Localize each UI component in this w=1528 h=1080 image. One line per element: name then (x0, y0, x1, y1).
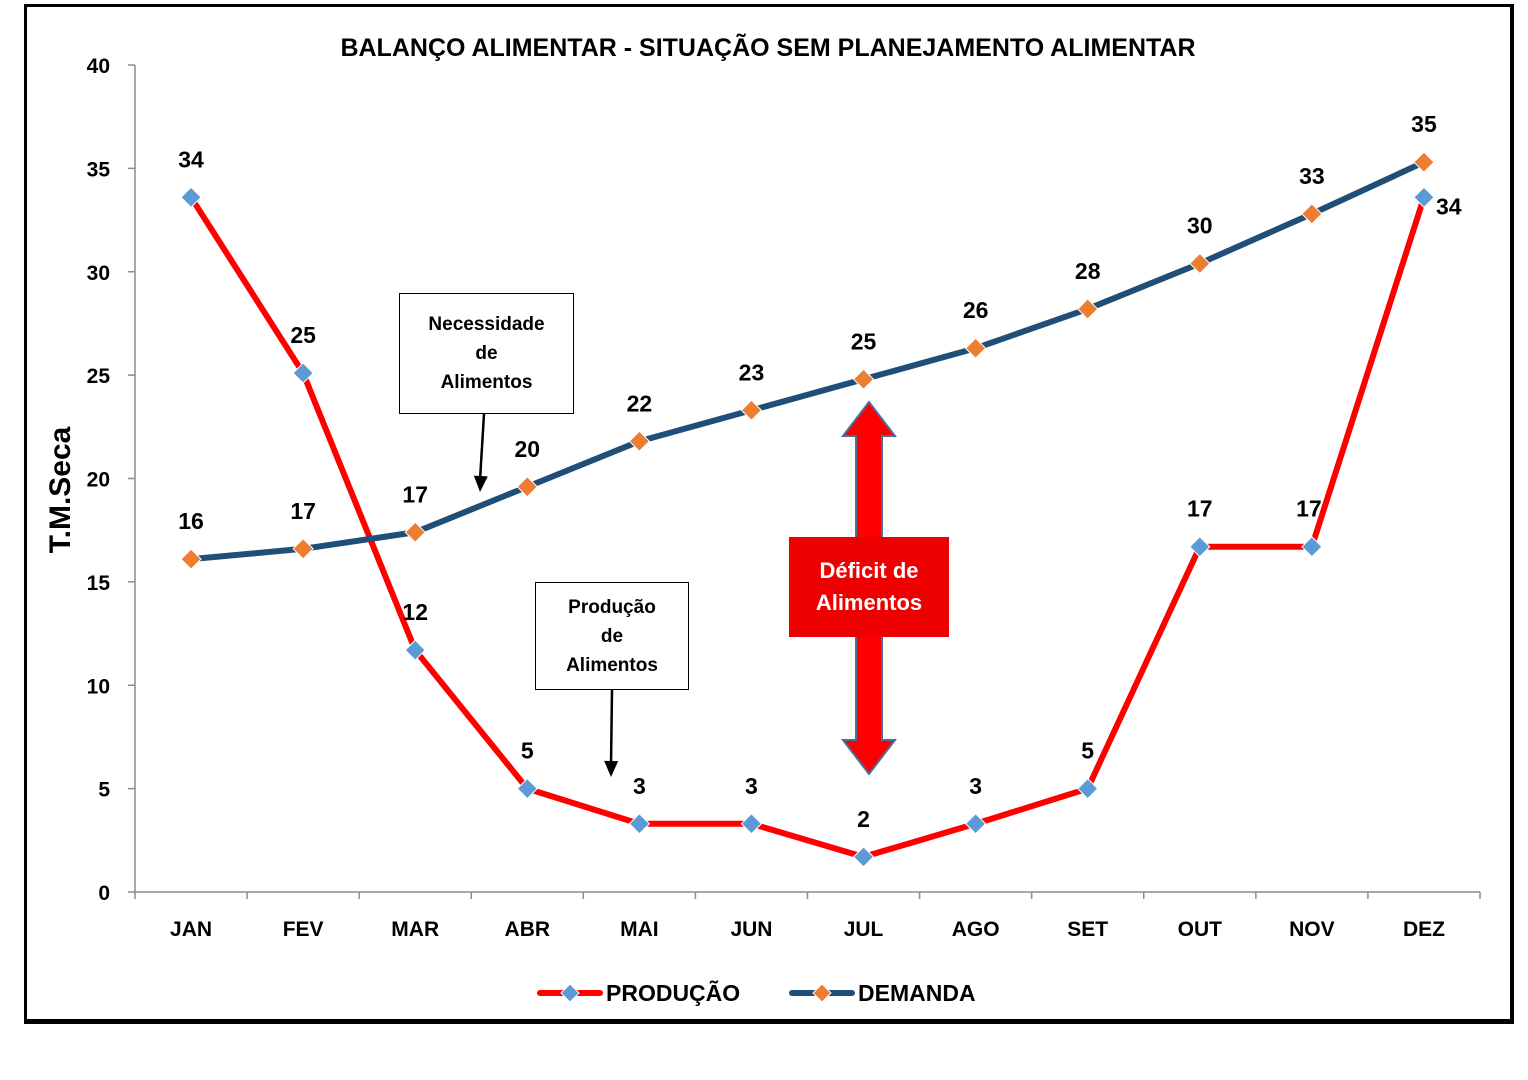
data-point-producao (964, 813, 987, 835)
data-label-producao: 3 (745, 773, 758, 799)
data-label-producao: 12 (402, 599, 428, 625)
y-tick-label: 30 (87, 262, 110, 285)
demand-note-line-3: Alimentos (440, 372, 533, 393)
y-tick-label: 25 (87, 365, 111, 388)
demand-note-line-1: Necessidade (428, 314, 545, 335)
y-tick-label: 0 (98, 882, 110, 905)
data-label-producao: 17 (1296, 496, 1322, 522)
production-note-arrow-shaft (609, 689, 614, 766)
data-label-demanda: 17 (290, 498, 316, 524)
data-point-producao (404, 639, 426, 661)
series-line-producao (188, 194, 1427, 860)
legend-marker-demanda (812, 983, 832, 1003)
data-point-demanda (628, 430, 651, 452)
production-note-line-2: de (600, 625, 624, 647)
data-label-demanda: 26 (963, 297, 989, 323)
data-label-producao: 5 (521, 738, 534, 764)
legend-label-producao: PRODUÇÃO (606, 979, 740, 1006)
series-layer (180, 151, 1435, 868)
data-point-producao (1189, 536, 1211, 558)
data-point-producao (1413, 186, 1435, 209)
data-point-producao (516, 777, 538, 800)
y-tick-label: 5 (98, 779, 110, 802)
data-point-demanda (180, 548, 202, 570)
data-label-demanda: 22 (627, 390, 653, 416)
legend-marker-producao (560, 983, 580, 1003)
data-point-producao (292, 362, 314, 384)
data-point-producao (1301, 536, 1323, 558)
y-axis-label: T.M.Seca (44, 426, 77, 553)
demand-note: Necessidade de Alimentos (399, 293, 574, 414)
data-label-demanda: 28 (1075, 258, 1101, 284)
data-label-producao: 34 (1436, 193, 1462, 219)
data-point-producao (628, 813, 651, 835)
x-tick-label: OUT (1178, 918, 1223, 941)
data-label-producao: 2 (857, 806, 870, 832)
series-line-demanda (188, 159, 1427, 563)
demand-note-line-2: de (475, 343, 498, 364)
data-point-demanda (852, 368, 875, 390)
data-label-demanda: 25 (851, 328, 877, 354)
note-arrows (473, 413, 619, 777)
x-tick-label: NOV (1289, 918, 1335, 941)
production-note: Produção de Alimentos (535, 582, 689, 690)
data-point-demanda (1189, 252, 1211, 275)
deficit-line-1: Déficit de (819, 558, 919, 583)
data-label-demanda: 33 (1299, 163, 1325, 189)
data-label-producao: 3 (969, 773, 982, 799)
data-label-demanda: 30 (1187, 212, 1213, 238)
deficit-line-2: Alimentos (815, 590, 923, 615)
data-label-demanda: 17 (402, 481, 428, 507)
data-point-demanda (404, 521, 426, 543)
y-tick-label: 15 (87, 572, 111, 595)
chart-title: BALANÇO ALIMENTAR - SITUAÇÃO SEM PLANEJA… (340, 32, 1195, 62)
demand-note-arrow-head (473, 475, 488, 492)
data-point-producao (852, 846, 875, 868)
data-label-producao: 25 (290, 322, 316, 348)
x-tick-label: SET (1067, 918, 1108, 941)
legend: PRODUÇÃO DEMANDA (537, 979, 976, 1006)
data-point-demanda (516, 476, 538, 498)
y-tick-label: 20 (87, 469, 110, 492)
data-label-demanda: 23 (739, 359, 765, 385)
demand-note-arrow-shaft (478, 413, 486, 481)
x-tick-label: JAN (170, 918, 212, 941)
data-point-demanda (1301, 203, 1323, 225)
y-tick-label: 35 (87, 158, 111, 181)
data-label-demanda: 16 (178, 508, 204, 534)
x-tick-label: MAR (391, 918, 439, 941)
legend-label-demanda: DEMANDA (858, 980, 976, 1006)
data-label-producao: 5 (1081, 738, 1094, 764)
data-label-demanda: 35 (1411, 111, 1437, 137)
data-point-demanda (1413, 151, 1435, 173)
production-note-line-3: Alimentos (566, 654, 658, 676)
x-tick-label: DEZ (1403, 918, 1445, 941)
data-point-producao (1077, 777, 1099, 800)
x-tick-label: AGO (952, 918, 1000, 941)
data-label-demanda: 20 (514, 436, 540, 462)
data-point-demanda (1077, 298, 1099, 320)
chart-frame (24, 4, 1514, 1024)
data-point-demanda (292, 538, 314, 560)
data-point-producao (180, 186, 202, 209)
production-note-line-1: Produção (568, 596, 656, 618)
deficit-box: Déficit de Alimentos (789, 537, 949, 637)
y-tick-label: 40 (87, 55, 110, 78)
x-tick-label: FEV (283, 918, 324, 941)
data-point-demanda (740, 399, 763, 421)
x-tick-label: JUL (844, 918, 884, 941)
data-point-producao (740, 813, 763, 835)
data-label-producao: 17 (1187, 496, 1213, 522)
data-label-producao: 34 (178, 146, 204, 172)
x-tick-label: MAI (620, 918, 659, 941)
data-label-producao: 3 (633, 773, 646, 799)
data-point-demanda (964, 337, 987, 359)
x-tick-label: ABR (505, 918, 551, 941)
x-tick-label: JUN (730, 918, 772, 941)
production-note-arrow-head (604, 760, 619, 777)
y-tick-label: 10 (87, 675, 110, 698)
